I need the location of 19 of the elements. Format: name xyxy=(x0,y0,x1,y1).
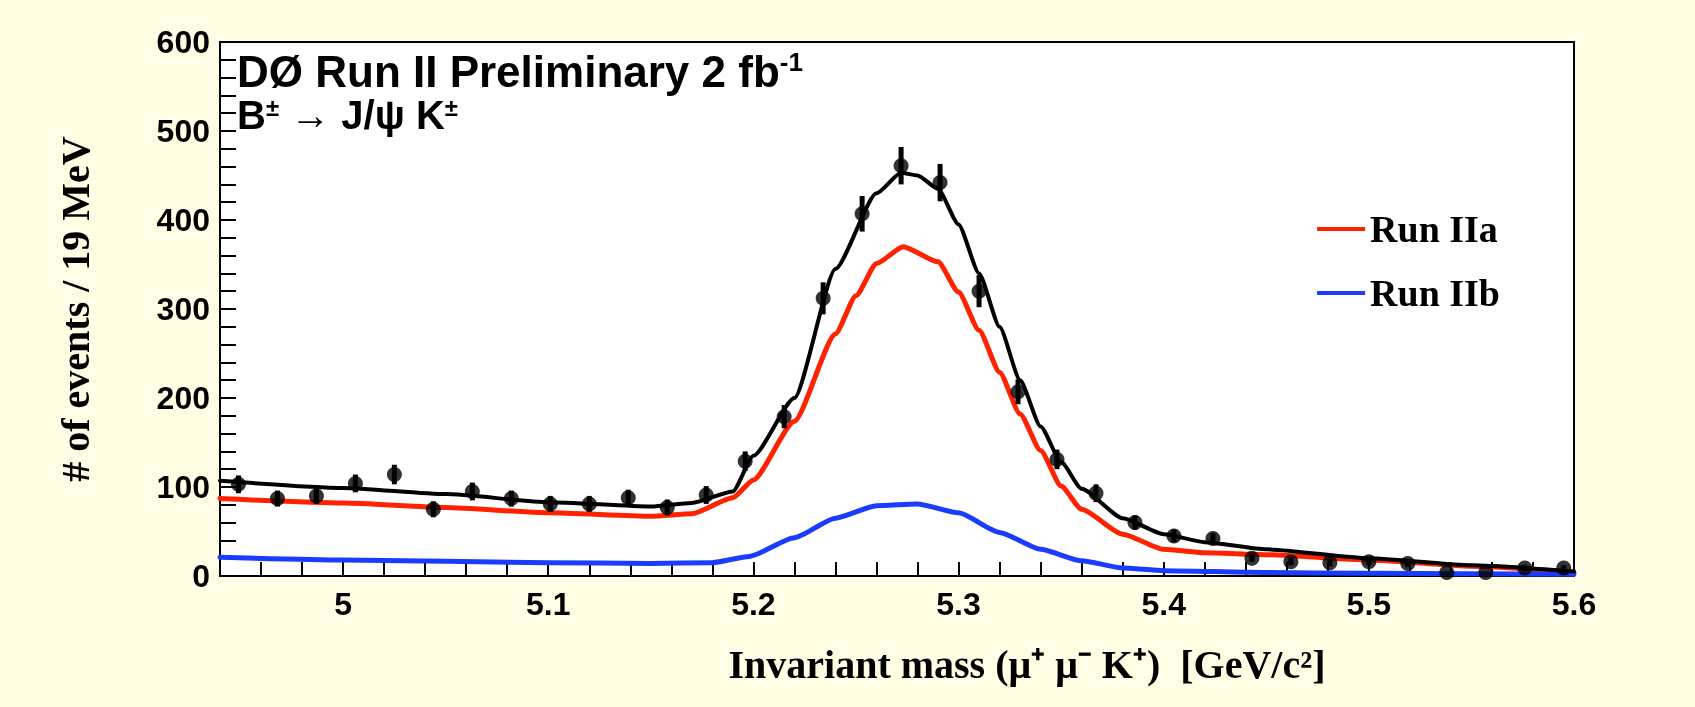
text: B± → J/ψ K± xyxy=(237,93,458,137)
x-tick-label: 5.5 xyxy=(1346,586,1392,622)
y-tick-label: 200 xyxy=(156,380,210,416)
x-tick-label: 5.4 xyxy=(1141,586,1187,622)
legend-label: Run IIa xyxy=(1370,208,1498,250)
y-tick-label: 0 xyxy=(192,558,210,594)
legend-label: Run IIb xyxy=(1370,272,1500,314)
y-tick-label: 100 xyxy=(156,469,210,505)
y-axis-title: # of events / 19 MeV xyxy=(52,136,98,482)
x-axis-title: Invariant mass (μ⁺ μ⁻ K⁺) [GeV/c²] xyxy=(728,641,1326,687)
y-tick-label: 400 xyxy=(156,202,210,238)
y-tick-label: 600 xyxy=(156,24,210,60)
x-tick-label: 5 xyxy=(334,586,352,622)
y-tick-label: 300 xyxy=(156,291,210,327)
x-tick-label: 5.2 xyxy=(731,586,776,622)
x-tick-label: 5.3 xyxy=(936,586,981,622)
y-tick-label: 500 xyxy=(156,113,210,149)
x-tick-label: 5.6 xyxy=(1551,586,1597,622)
x-tick-label: 5.1 xyxy=(526,586,571,622)
